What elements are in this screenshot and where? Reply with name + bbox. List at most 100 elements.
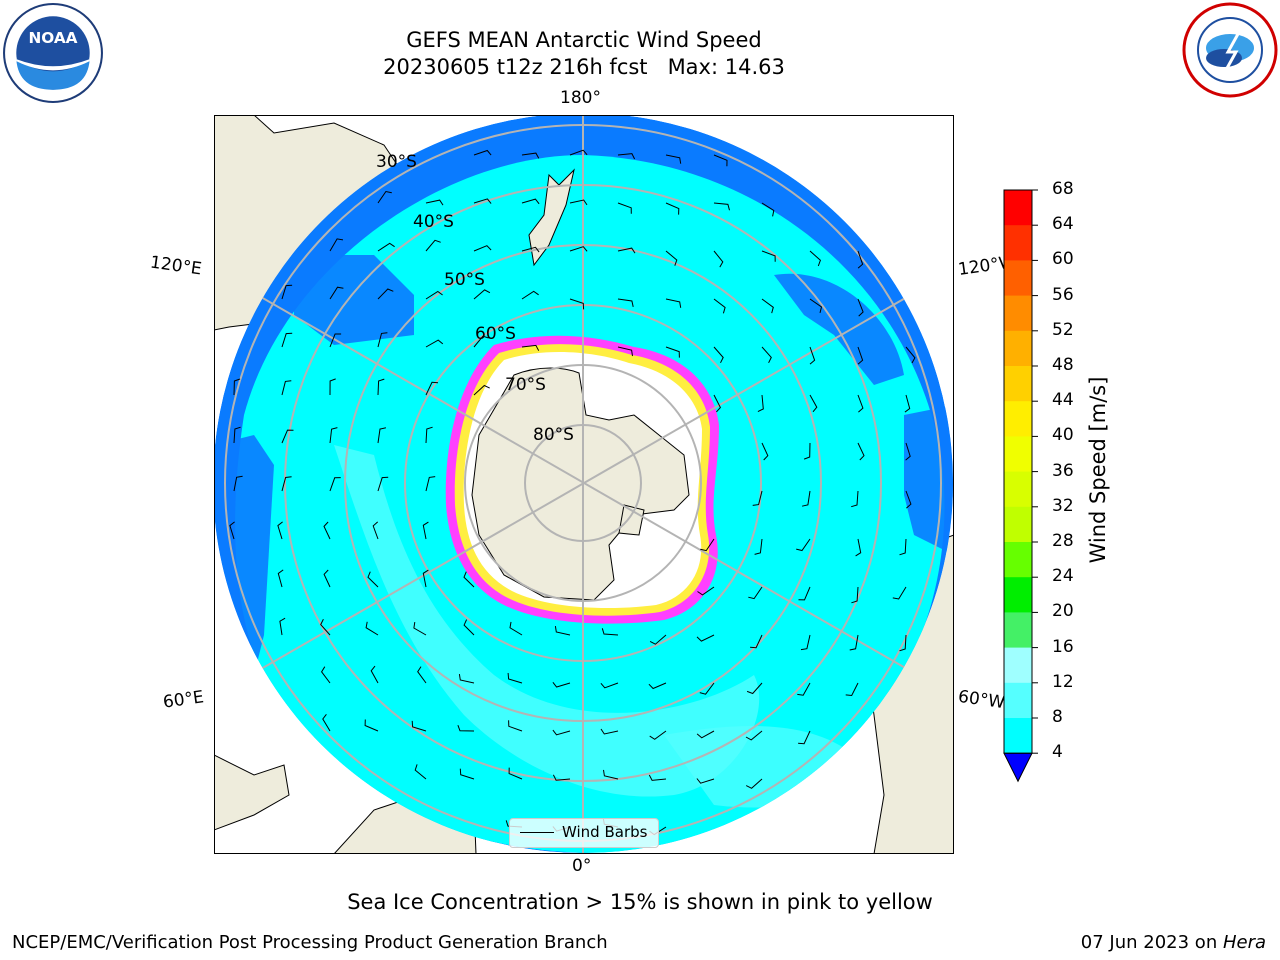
- wind-barb: [857, 250, 864, 269]
- wind-barb: [857, 346, 864, 365]
- wind-barb: [750, 634, 763, 649]
- wind-barb: [509, 621, 523, 636]
- chart-subtitle: 20230605 t12z 216h fcst Max: 14.63: [383, 55, 785, 79]
- wind-barb: [281, 429, 294, 444]
- svg-text:NOAA: NOAA: [28, 29, 77, 47]
- wind-barb: [617, 298, 634, 308]
- wind-barb: [809, 346, 816, 365]
- wind-barb: [796, 538, 811, 552]
- colorbar-tick-label: 4: [1052, 742, 1063, 763]
- wind-barb: [745, 730, 763, 741]
- wind-barb: [320, 618, 331, 636]
- wind-barb: [422, 569, 429, 588]
- wind-barb: [648, 774, 667, 781]
- colorbar-band: [1004, 260, 1032, 297]
- wind-barb: [279, 617, 286, 636]
- wind-barb: [323, 521, 331, 540]
- colorbar-band: [1004, 682, 1032, 719]
- wind-barb: [521, 246, 540, 253]
- wind-barb: [665, 202, 680, 215]
- wind-barb: [552, 774, 571, 781]
- wind-barb: [473, 149, 492, 156]
- wind-barb: [851, 490, 859, 508]
- wind-barb: [797, 682, 811, 696]
- wind-barb: [761, 298, 774, 314]
- colorbar-band: [1004, 577, 1032, 613]
- footer-credit: NCEP/EMC/Verification Post Processing Pr…: [12, 932, 608, 953]
- wind-barb: [281, 284, 293, 300]
- wind-barb: [809, 298, 823, 314]
- wind-barb: [754, 538, 763, 555]
- wind-barb: [713, 250, 724, 268]
- polar-wind-map: [214, 115, 954, 854]
- wind-barb: [569, 298, 585, 310]
- wind-barb: [372, 521, 379, 540]
- wind-barb: [521, 344, 540, 351]
- wind-barb: [851, 586, 859, 604]
- wind-barb: [233, 475, 243, 492]
- wind-barb: [800, 634, 811, 651]
- wind-barb: [473, 335, 489, 348]
- lat-label-80s: 80°S: [533, 425, 574, 445]
- colorbar-tick-label: 28: [1052, 531, 1074, 551]
- wind-barb: [745, 778, 763, 789]
- wind-barb: [457, 725, 475, 732]
- wind-barb: [281, 332, 293, 348]
- wind-barb: [320, 666, 331, 684]
- colorbar-band: [1004, 401, 1032, 437]
- wind-barb: [425, 199, 444, 206]
- wind-barb: [323, 569, 331, 588]
- wind-barb: [761, 202, 775, 217]
- wind-barb: [422, 521, 429, 540]
- wind-barb: [617, 202, 632, 214]
- wind-barb: [277, 521, 283, 540]
- colorbar-band: [1004, 471, 1032, 508]
- wind-barb: [857, 442, 865, 461]
- lat-label-50s: 50°S: [444, 270, 485, 290]
- wind-barb: [801, 490, 811, 507]
- wind-barb: [809, 394, 818, 413]
- footer-date-text: 07 Jun 2023 on: [1080, 932, 1223, 953]
- wind-barb: [329, 378, 336, 396]
- legend-label: Wind Barbs: [562, 823, 648, 841]
- wind-barb: [411, 720, 427, 732]
- wind-barb: [601, 628, 619, 636]
- wind-barb: [521, 198, 540, 205]
- chart-title: GEFS MEAN Antarctic Wind Speed: [406, 28, 762, 52]
- wind-barb: [277, 569, 284, 588]
- wind-barb: [905, 490, 912, 509]
- wind-barb: [696, 778, 715, 784]
- colorbar-tick-label: 12: [1052, 671, 1074, 692]
- wind-barb: [364, 719, 379, 732]
- wind-barb: [322, 713, 331, 732]
- colorbar-tick-label: 40: [1052, 425, 1074, 446]
- wind-barb: [752, 490, 763, 506]
- wind-barb: [281, 380, 292, 396]
- wind-barb: [569, 149, 588, 156]
- wind-barb: [425, 426, 433, 444]
- footer-host: Hera: [1222, 932, 1266, 953]
- colorbar-band: [1004, 506, 1032, 543]
- wind-barb: [748, 586, 763, 600]
- wind-barb: [600, 682, 619, 689]
- colorbar-band: [1004, 225, 1032, 261]
- lon-label-180: 180°: [560, 88, 601, 108]
- wind-barb: [377, 288, 394, 300]
- wind-barb: [463, 619, 475, 636]
- wind-barb: [417, 666, 427, 684]
- wind-barb: [665, 298, 682, 308]
- wind-barb: [233, 378, 241, 396]
- colorbar-band: [1004, 718, 1032, 754]
- wind-barb: [899, 634, 907, 652]
- wind-barb: [377, 476, 389, 492]
- wind-barb: [665, 250, 678, 266]
- wind-barb: [603, 769, 619, 780]
- colorbar-band: [1004, 295, 1032, 332]
- wind-barb: [329, 238, 344, 252]
- colorbar-tick-label: 20: [1052, 601, 1074, 622]
- wind-barb: [229, 521, 235, 540]
- lat-label-40s: 40°S: [413, 212, 454, 232]
- wind-barb: [649, 730, 667, 740]
- wind-barb: [761, 442, 769, 461]
- wind-barb: [329, 286, 344, 300]
